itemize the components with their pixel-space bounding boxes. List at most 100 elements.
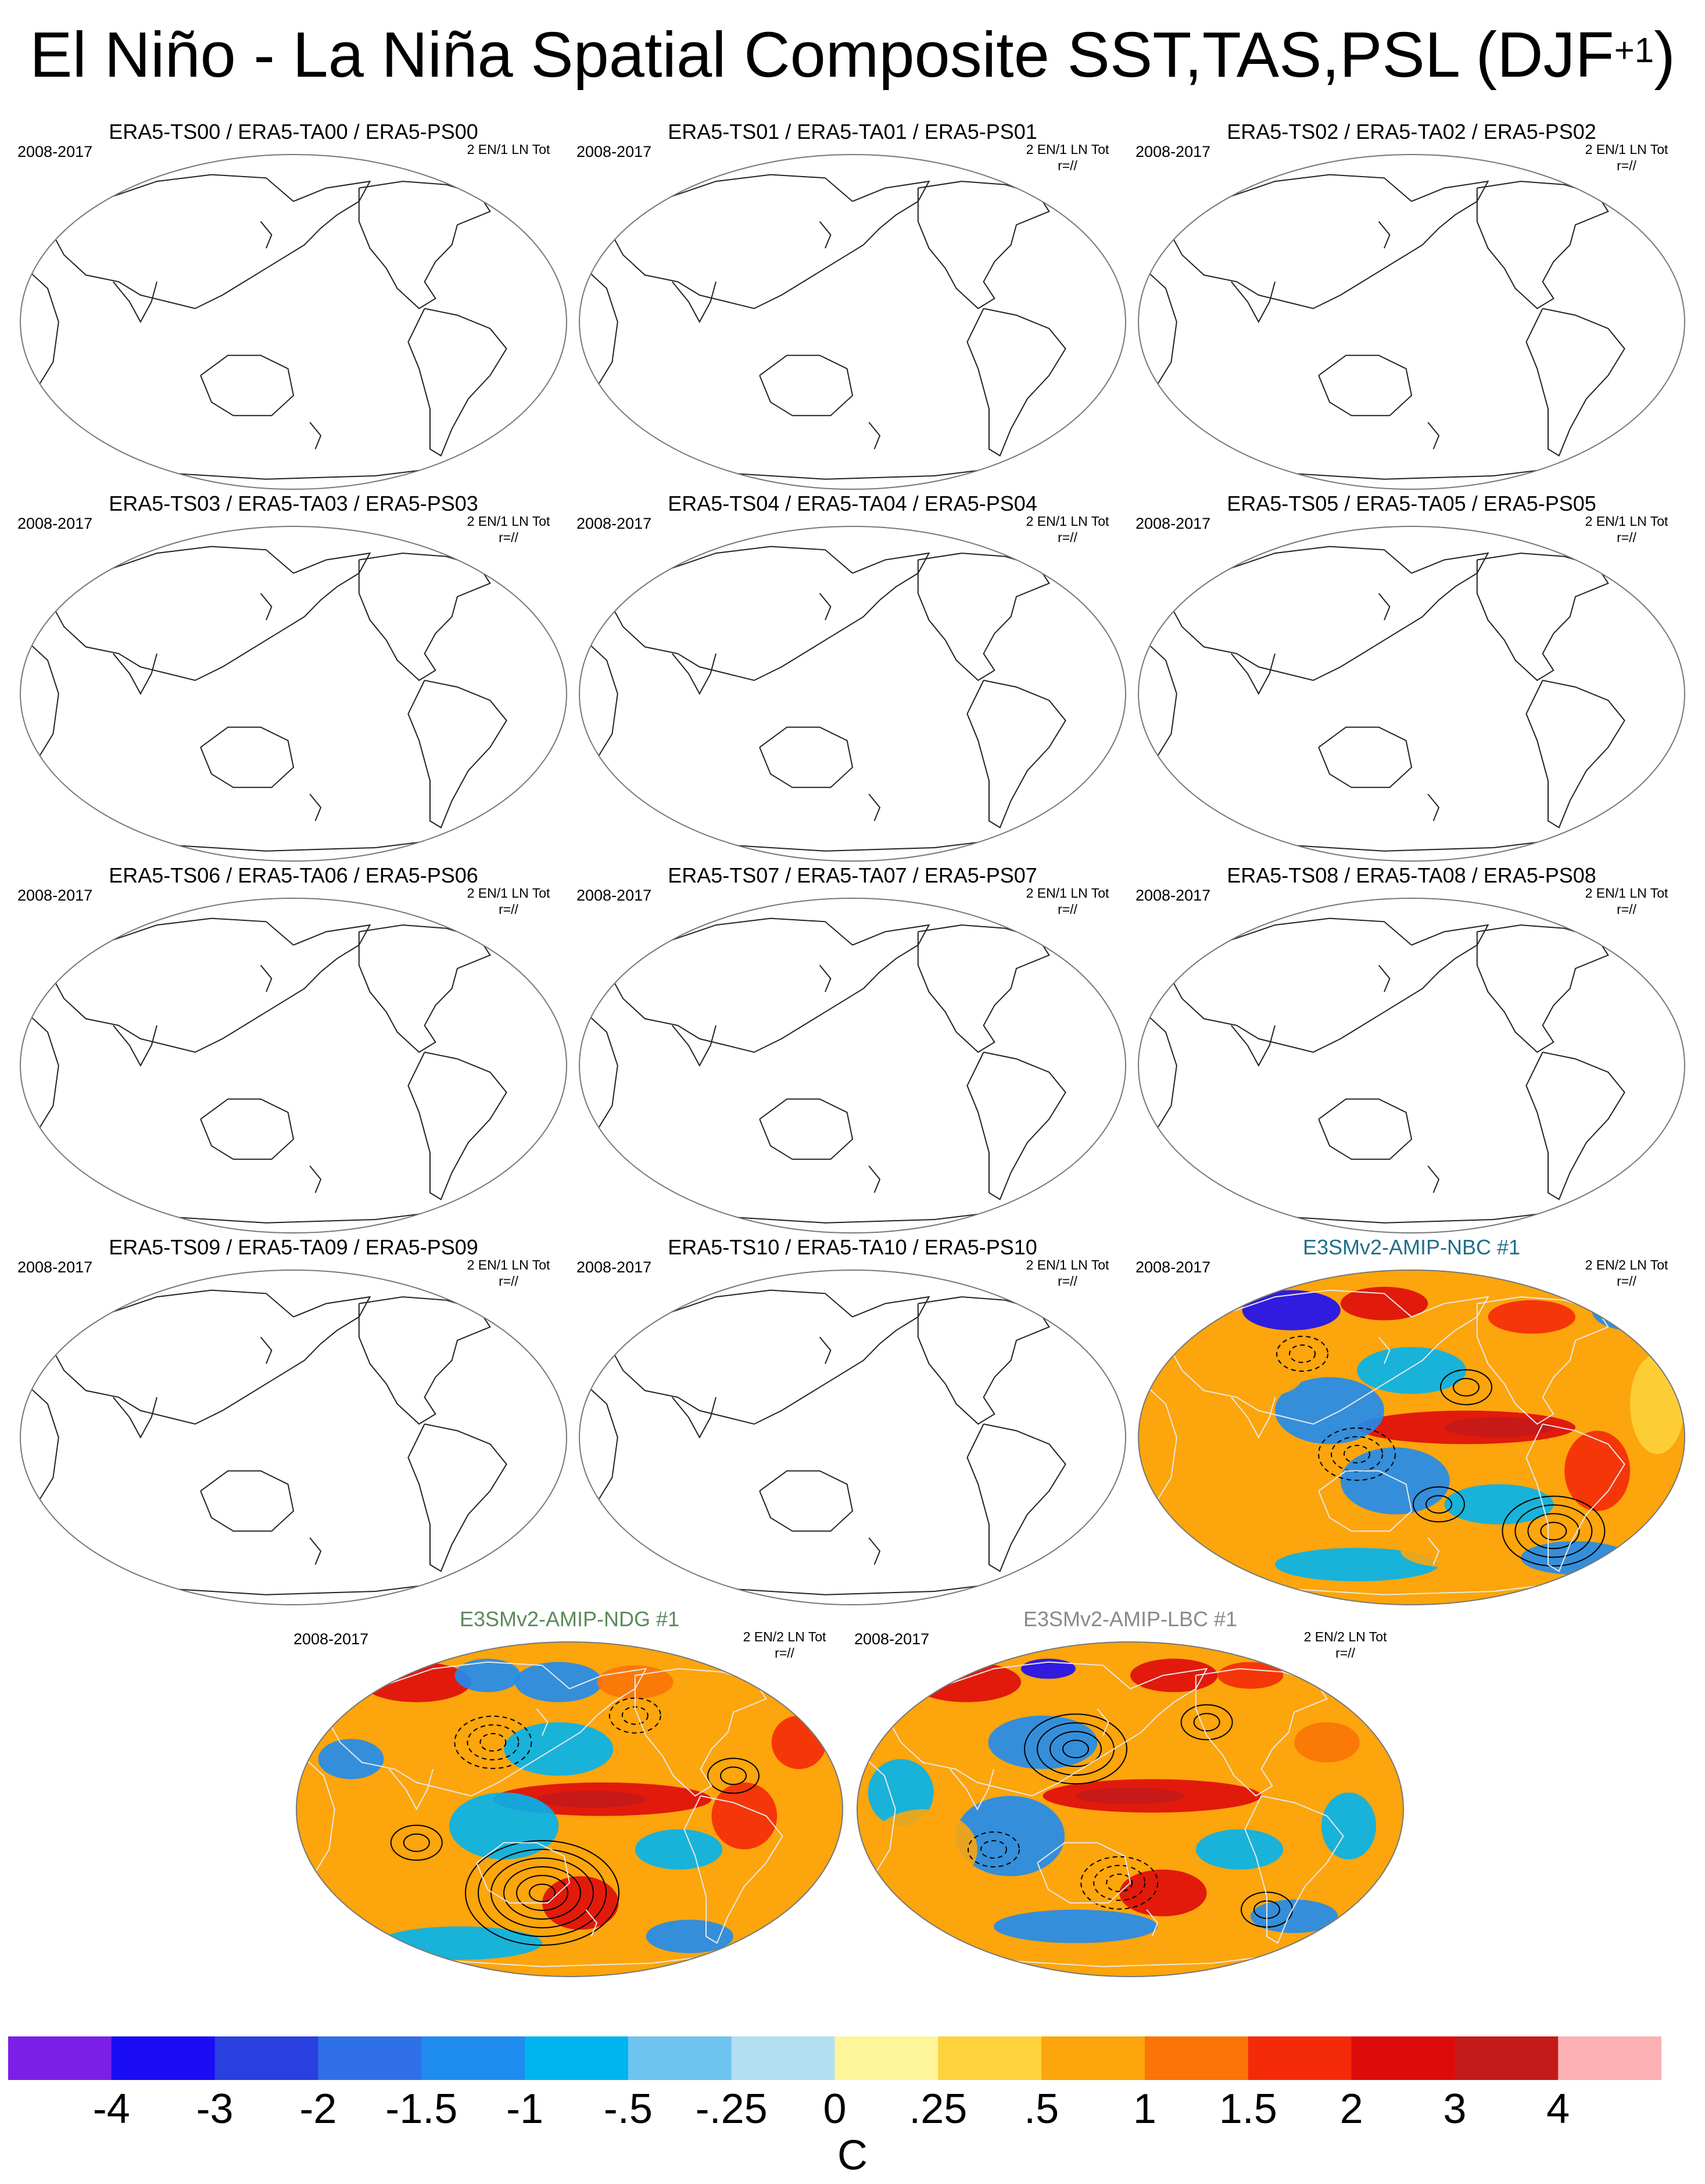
panel-stats-r: r=// xyxy=(1058,1274,1077,1289)
coastlines xyxy=(25,1282,562,1595)
coastline-asia xyxy=(52,546,371,682)
coastline-japan xyxy=(819,221,832,249)
chart-title-close: ) xyxy=(1654,19,1675,91)
coastline-namerica xyxy=(917,924,1050,1053)
anomaly-blob xyxy=(378,1926,542,1960)
colorbar-tick-label: -1 xyxy=(506,2086,544,2132)
coastline-japan xyxy=(260,221,273,249)
panel-years: 2008-2017 xyxy=(576,143,652,160)
coastline-india xyxy=(672,653,717,695)
pressure-contour xyxy=(516,1875,568,1911)
panel-title: ERA5-TS05 / ERA5-TA05 / ERA5-PS05 xyxy=(1227,492,1596,515)
colorbar-tick-label: .5 xyxy=(1024,2086,1059,2132)
coastline-japan xyxy=(260,964,273,992)
coastline-greenland xyxy=(490,539,529,568)
panel-stats-r: r=// xyxy=(499,1274,518,1289)
pressure-contour xyxy=(1024,1713,1127,1785)
coastline-namerica xyxy=(917,553,1050,682)
coastline-samerica xyxy=(1525,308,1625,457)
anomaly-blob xyxy=(1400,1534,1510,1568)
coastline-india xyxy=(672,1397,717,1439)
colorbar-tick-label: -3 xyxy=(196,2086,234,2132)
pressure-contour xyxy=(1440,1369,1492,1405)
panel-stats-count: 2 EN/1 LN Tot xyxy=(1026,514,1109,529)
coastline-japan xyxy=(1097,1708,1109,1736)
coastline-europe xyxy=(1640,200,1680,249)
panel-stats: 2 EN/1 LN Tot xyxy=(453,141,564,157)
coastlines xyxy=(1143,539,1680,852)
coastline-india xyxy=(1231,653,1276,695)
coastline-africa xyxy=(25,1012,59,1134)
coastline-samerica xyxy=(407,1423,507,1572)
map-border xyxy=(1138,898,1685,1233)
anomaly-blob xyxy=(318,1739,384,1780)
pressure-contour xyxy=(1106,1873,1133,1892)
map-panel: ERA5-TS01 / ERA5-TA01 / ERA5-PS01 2008-20… xyxy=(576,119,1129,491)
panel-stats-r: r=// xyxy=(1058,158,1077,173)
colorbar-swatch xyxy=(1558,2036,1661,2080)
coastline-australia xyxy=(200,354,295,417)
coastline-japan xyxy=(819,593,832,621)
pressure-contour xyxy=(1425,1495,1452,1514)
pressure-contour xyxy=(1080,1856,1159,1910)
coastline-europe xyxy=(522,1316,562,1365)
pressure-contour xyxy=(1344,1444,1370,1464)
pressure-contour xyxy=(980,1840,1007,1859)
map-panel: ERA5-TS09 / ERA5-TA09 / ERA5-PS09 2008-20… xyxy=(17,1235,569,1606)
colorbar-tick-label: 1.5 xyxy=(1219,2086,1277,2132)
colorbar-swatch xyxy=(8,2036,112,2080)
pressure-contour xyxy=(1527,1513,1580,1550)
coastline-africa xyxy=(1143,1012,1177,1134)
map-border xyxy=(296,1641,843,1977)
anomaly-blob xyxy=(1321,1792,1376,1860)
colorbar-tick-label: 0 xyxy=(823,2086,847,2132)
coastline-australia xyxy=(200,1470,295,1532)
anomaly-blob xyxy=(1155,1414,1286,1494)
blank-map xyxy=(579,898,1126,1233)
panel-stats-count: 2 EN/2 LN Tot xyxy=(743,1629,826,1644)
colorbar-tick-label: 2 xyxy=(1339,2086,1363,2132)
anomaly-blob xyxy=(635,1829,723,1870)
blank-map xyxy=(579,1269,1126,1605)
panel-years: 2008-2017 xyxy=(576,887,652,904)
pressure-contour xyxy=(479,1733,507,1752)
panel-years: 2008-2017 xyxy=(17,515,93,532)
coastline-namerica xyxy=(358,181,491,310)
colorbar-swatch xyxy=(1041,2036,1145,2080)
colorbar-swatch xyxy=(1248,2036,1352,2080)
map-border xyxy=(579,526,1126,862)
coastline-nz xyxy=(1427,794,1440,822)
coastline-africa xyxy=(584,1383,618,1505)
panel-years: 2008-2017 xyxy=(1136,515,1211,532)
anomaly-blob xyxy=(1357,1347,1466,1394)
pressure-contour xyxy=(968,1831,1020,1868)
colorbar-swatch xyxy=(628,2036,732,2080)
coastline-europe xyxy=(1640,572,1680,621)
pressure-contour xyxy=(1540,1522,1567,1541)
coastline-india xyxy=(672,1025,717,1067)
coastline-greenland xyxy=(1049,167,1088,196)
coastline-samerica xyxy=(407,308,507,457)
coastline-australia xyxy=(200,1098,295,1160)
coastline-india xyxy=(113,1025,157,1067)
colorbar-swatch xyxy=(1351,2036,1455,2080)
panel-stats-count: 2 EN/1 LN Tot xyxy=(467,885,550,901)
panel-stats-r: r=// xyxy=(1058,902,1077,917)
pressure-contour xyxy=(1502,1496,1606,1567)
chart-title-text: El Niño - La Niña Spatial Composite SST,… xyxy=(30,19,1614,91)
panel-stats: 2 EN/1 LN Tot r=// xyxy=(1571,141,1682,174)
anomaly-blob xyxy=(868,1809,977,1890)
panel-years: 2008-2017 xyxy=(854,1630,930,1648)
coastline-japan xyxy=(1378,221,1391,249)
panel-stats-count: 2 EN/1 LN Tot xyxy=(467,142,550,157)
coastline-nz xyxy=(309,1165,322,1193)
coastline-australia xyxy=(1318,726,1413,788)
panel-title: ERA5-TS04 / ERA5-TA04 / ERA5-PS04 xyxy=(668,492,1037,515)
anomaly-blob xyxy=(1444,1417,1554,1437)
coastline-asia xyxy=(52,174,371,310)
anomaly-blob xyxy=(1215,1357,1302,1397)
pressure-contour xyxy=(1289,1344,1316,1363)
coastline-samerica xyxy=(1525,680,1625,829)
map-panel: E3SMv2-AMIP-LBC #1 2008-2017 2 EN/2 LN Tot… xyxy=(854,1606,1406,1978)
coastline-india xyxy=(672,281,717,324)
